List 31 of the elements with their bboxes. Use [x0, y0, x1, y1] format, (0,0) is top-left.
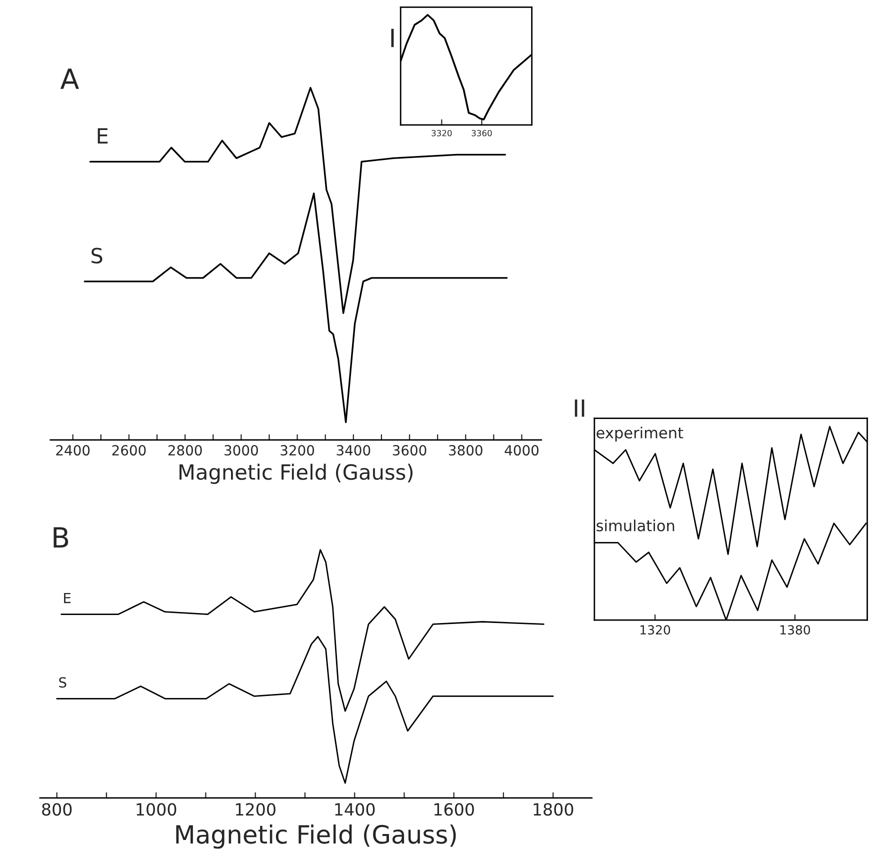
x-axis-title: Magnetic Field (Gauss) — [180, 464, 413, 484]
x-tick-label: 1600 — [434, 803, 474, 816]
series-label: E — [64, 592, 71, 604]
chart-title: II — [574, 400, 584, 417]
chart-title: B — [54, 527, 68, 548]
x-axis-title: Magnetic Field (Gauss) — [176, 824, 456, 849]
x-tick-label: 3800 — [449, 445, 482, 456]
x-tick-label: 1000 — [136, 803, 176, 816]
x-tick-label: 1800 — [534, 803, 574, 816]
x-tick-label: 2400 — [56, 445, 90, 456]
chart-title: A — [60, 68, 79, 89]
x-tick-label: 4000 — [504, 445, 538, 456]
series-label: simulation — [596, 520, 674, 532]
x-tick-label: 1380 — [780, 625, 810, 635]
series-label: E — [98, 128, 108, 144]
x-tick-label: 3000 — [224, 445, 258, 456]
chart-title: I — [391, 28, 394, 48]
x-tick-label: 3600 — [392, 445, 426, 456]
x-tick-label: 3320 — [432, 130, 452, 136]
series-label: experiment — [596, 426, 684, 442]
x-tick-label: 800 — [42, 803, 72, 816]
x-tick-label: 3400 — [336, 445, 370, 456]
series-label: S — [59, 677, 66, 688]
series-label: S — [92, 248, 102, 264]
x-tick-label: 1320 — [640, 625, 670, 635]
x-tick-label: 3200 — [280, 445, 314, 456]
x-tick-label: 1200 — [236, 803, 276, 816]
x-tick-label: 2600 — [112, 445, 146, 456]
x-tick-label: 3360 — [472, 130, 492, 136]
x-tick-label: 1400 — [335, 803, 375, 816]
x-tick-label: 2800 — [168, 445, 202, 456]
